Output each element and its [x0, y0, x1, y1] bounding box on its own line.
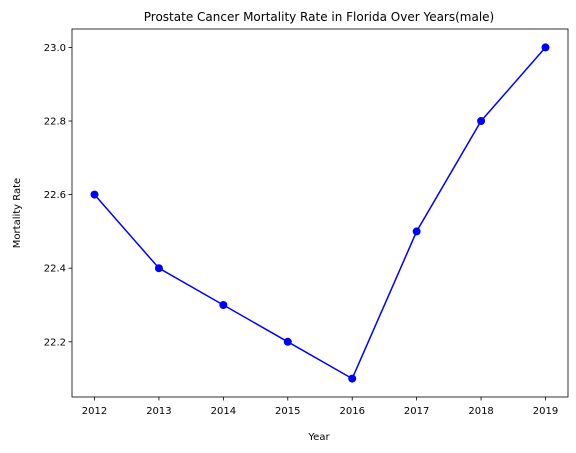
series-line — [93, 46, 547, 380]
series-layer — [90, 43, 550, 383]
y-tick-label: 23.0 — [44, 43, 66, 54]
data-point — [154, 264, 163, 273]
plot-area — [71, 28, 569, 398]
chart-title: Prostate Cancer Mortality Rate in Florid… — [144, 10, 494, 24]
x-tick-label: 2018 — [468, 406, 493, 417]
x-tick-label: 2014 — [211, 406, 236, 417]
x-tick-label: 2016 — [339, 406, 364, 417]
data-point — [90, 190, 99, 199]
y-tick-label: 22.8 — [44, 117, 66, 128]
y-tick-label: 22.6 — [44, 190, 66, 201]
data-point — [477, 117, 486, 125]
x-tick-label: 2015 — [275, 406, 300, 417]
x-axis: 2012 2013 2014 2015 2016 2017 2018 2019 — [82, 397, 558, 417]
data-point — [348, 374, 357, 383]
x-axis-label: Year — [307, 432, 330, 443]
x-tick-label: 2017 — [404, 406, 429, 417]
y-tick-label: 22.2 — [44, 337, 66, 348]
data-point — [412, 227, 421, 236]
x-tick-label: 2019 — [533, 406, 558, 417]
x-tick-label: 2013 — [146, 406, 171, 417]
y-axis: 22.2 22.4 22.6 22.8 23.0 — [44, 43, 72, 348]
y-tick-label: 22.4 — [44, 264, 66, 275]
x-tick-label: 2012 — [82, 406, 107, 417]
data-point — [541, 43, 550, 52]
data-point — [283, 337, 292, 346]
y-axis-label: Mortality Rate — [12, 178, 23, 248]
data-point — [219, 301, 228, 309]
